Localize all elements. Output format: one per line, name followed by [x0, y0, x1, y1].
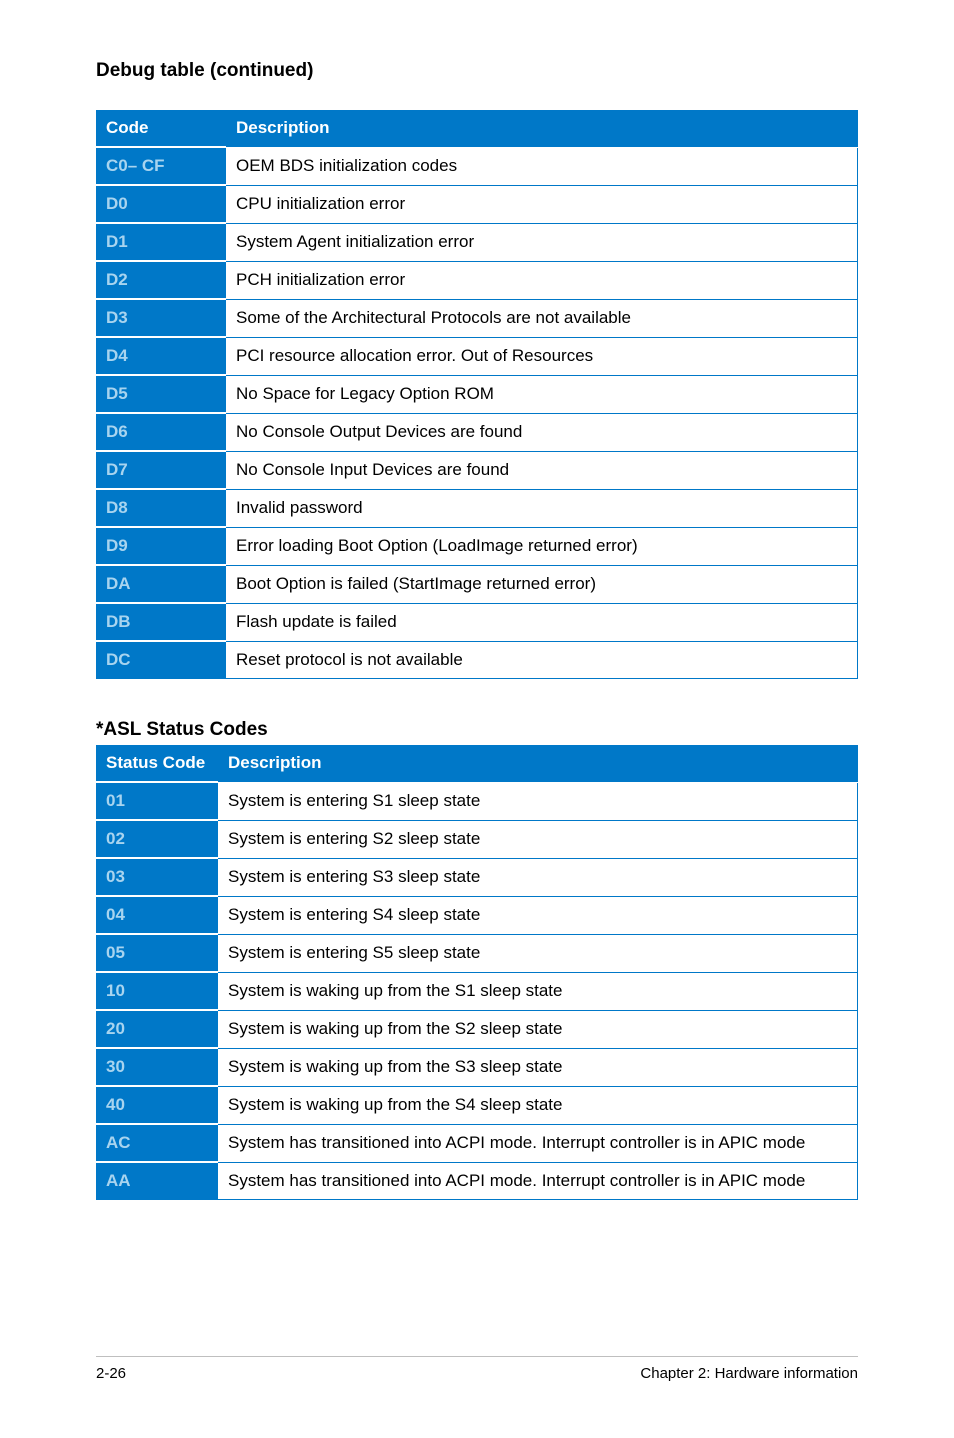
code-cell: D5 — [96, 375, 226, 413]
table-row: D5No Space for Legacy Option ROM — [96, 375, 858, 413]
table-row: DABoot Option is failed (StartImage retu… — [96, 565, 858, 603]
code-cell: 04 — [96, 896, 218, 934]
description-cell: System is waking up from the S4 sleep st… — [218, 1086, 858, 1124]
description-cell: PCH initialization error — [226, 261, 858, 299]
header-description: Description — [218, 745, 858, 782]
description-cell: System is waking up from the S2 sleep st… — [218, 1010, 858, 1048]
code-cell: D3 — [96, 299, 226, 337]
code-cell: AC — [96, 1124, 218, 1162]
table-row: 02System is entering S2 sleep state — [96, 820, 858, 858]
code-cell: DB — [96, 603, 226, 641]
description-cell: Invalid password — [226, 489, 858, 527]
description-cell: System is entering S5 sleep state — [218, 934, 858, 972]
description-cell: Reset protocol is not available — [226, 641, 858, 679]
code-cell: DA — [96, 565, 226, 603]
header-code: Code — [96, 110, 226, 147]
page-number: 2-26 — [96, 1365, 126, 1382]
code-cell: D7 — [96, 451, 226, 489]
code-cell: 40 — [96, 1086, 218, 1124]
description-cell: System is entering S4 sleep state — [218, 896, 858, 934]
table-row: 10System is waking up from the S1 sleep … — [96, 972, 858, 1010]
table-row: 04System is entering S4 sleep state — [96, 896, 858, 934]
code-cell: D0 — [96, 185, 226, 223]
table-row: D2PCH initialization error — [96, 261, 858, 299]
table-row: D9Error loading Boot Option (LoadImage r… — [96, 527, 858, 565]
header-description: Description — [226, 110, 858, 147]
description-cell: Boot Option is failed (StartImage return… — [226, 565, 858, 603]
table-row: 05System is entering S5 sleep state — [96, 934, 858, 972]
table-row: D6No Console Output Devices are found — [96, 413, 858, 451]
code-cell: D8 — [96, 489, 226, 527]
code-cell: DC — [96, 641, 226, 679]
description-cell: System is waking up from the S1 sleep st… — [218, 972, 858, 1010]
chapter-label: Chapter 2: Hardware information — [640, 1365, 858, 1382]
table-row: ACSystem has transitioned into ACPI mode… — [96, 1124, 858, 1162]
debug-table: Code Description C0– CFOEM BDS initializ… — [96, 110, 858, 679]
section-heading-debug: Debug table (continued) — [96, 60, 858, 82]
code-cell: 03 — [96, 858, 218, 896]
table-row: 30System is waking up from the S3 sleep … — [96, 1048, 858, 1086]
description-cell: No Console Input Devices are found — [226, 451, 858, 489]
code-cell: D1 — [96, 223, 226, 261]
table-row: D1System Agent initialization error — [96, 223, 858, 261]
code-cell: 20 — [96, 1010, 218, 1048]
table-row: D0CPU initialization error — [96, 185, 858, 223]
table-header-row: Code Description — [96, 110, 858, 147]
code-cell: D6 — [96, 413, 226, 451]
description-cell: System is waking up from the S3 sleep st… — [218, 1048, 858, 1086]
table-header-row: Status Code Description — [96, 745, 858, 782]
description-cell: Flash update is failed — [226, 603, 858, 641]
description-cell: System is entering S3 sleep state — [218, 858, 858, 896]
code-cell: 10 — [96, 972, 218, 1010]
description-cell: System Agent initialization error — [226, 223, 858, 261]
table-row: 01System is entering S1 sleep state — [96, 782, 858, 820]
description-cell: System has transitioned into ACPI mode. … — [218, 1124, 858, 1162]
page-footer: 2-26 Chapter 2: Hardware information — [96, 1356, 858, 1382]
description-cell: CPU initialization error — [226, 185, 858, 223]
code-cell: C0– CF — [96, 147, 226, 185]
table-row: D8Invalid password — [96, 489, 858, 527]
table-row: 20System is waking up from the S2 sleep … — [96, 1010, 858, 1048]
code-cell: 05 — [96, 934, 218, 972]
code-cell: D9 — [96, 527, 226, 565]
description-cell: Error loading Boot Option (LoadImage ret… — [226, 527, 858, 565]
page: Debug table (continued) Code Description… — [0, 0, 954, 1438]
table-row: DBFlash update is failed — [96, 603, 858, 641]
asl-table: Status Code Description 01System is ente… — [96, 745, 858, 1200]
code-cell: AA — [96, 1162, 218, 1200]
table-row: 40System is waking up from the S4 sleep … — [96, 1086, 858, 1124]
description-cell: System is entering S2 sleep state — [218, 820, 858, 858]
code-cell: D4 — [96, 337, 226, 375]
table-row: D4PCI resource allocation error. Out of … — [96, 337, 858, 375]
code-cell: 30 — [96, 1048, 218, 1086]
description-cell: No Console Output Devices are found — [226, 413, 858, 451]
code-cell: D2 — [96, 261, 226, 299]
description-cell: OEM BDS initialization codes — [226, 147, 858, 185]
header-status-code: Status Code — [96, 745, 218, 782]
description-cell: PCI resource allocation error. Out of Re… — [226, 337, 858, 375]
section-heading-asl: *ASL Status Codes — [96, 719, 858, 741]
table-row: DCReset protocol is not available — [96, 641, 858, 679]
table-row: 03System is entering S3 sleep state — [96, 858, 858, 896]
table-row: D3Some of the Architectural Protocols ar… — [96, 299, 858, 337]
table-row: D7No Console Input Devices are found — [96, 451, 858, 489]
description-cell: System is entering S1 sleep state — [218, 782, 858, 820]
code-cell: 02 — [96, 820, 218, 858]
description-cell: No Space for Legacy Option ROM — [226, 375, 858, 413]
table-row: AASystem has transitioned into ACPI mode… — [96, 1162, 858, 1200]
description-cell: System has transitioned into ACPI mode. … — [218, 1162, 858, 1200]
code-cell: 01 — [96, 782, 218, 820]
table-row: C0– CFOEM BDS initialization codes — [96, 147, 858, 185]
description-cell: Some of the Architectural Protocols are … — [226, 299, 858, 337]
